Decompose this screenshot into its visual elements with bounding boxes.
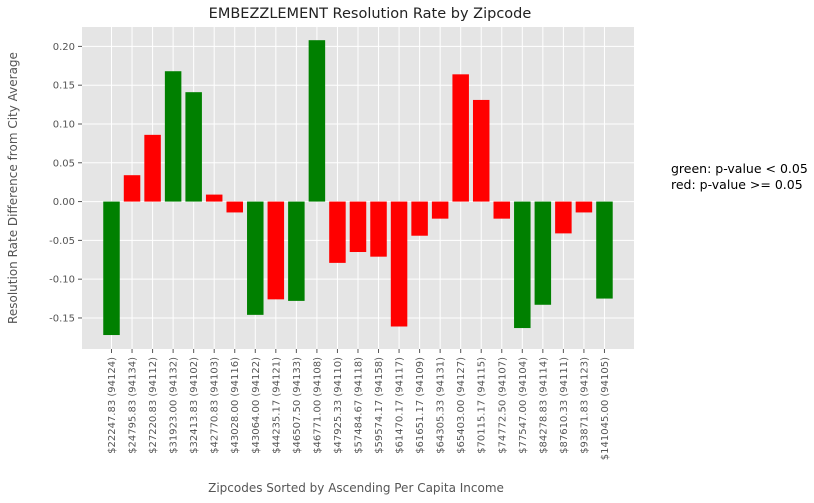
bar bbox=[555, 201, 572, 234]
bar bbox=[329, 201, 346, 263]
x-tick-label: $65403.00 (94127) bbox=[456, 357, 467, 454]
x-tick-label: $59574.17 (94158) bbox=[374, 357, 385, 454]
x-tick-label: $32413.83 (94102) bbox=[189, 357, 200, 454]
bar bbox=[596, 201, 613, 299]
bar bbox=[472, 99, 490, 202]
chart-title: EMBEZZLEMENT Resolution Rate by Zipcode bbox=[209, 6, 532, 22]
x-tick-label: $70115.17 (94115) bbox=[477, 357, 488, 454]
bar bbox=[370, 201, 387, 257]
bars bbox=[103, 40, 613, 336]
x-tick-label: $42770.83 (94103) bbox=[210, 357, 221, 454]
y-axis-ticks: 0.20 0.15 0.10 0.05 0.00 -0.05 -0.10 -0.15 bbox=[49, 42, 82, 324]
bar bbox=[123, 175, 141, 202]
y-tick-label: -0.15 bbox=[49, 313, 75, 324]
x-tick-label: $61470.17 (94117) bbox=[395, 357, 406, 454]
x-tick-label: $47925.33 (94110) bbox=[333, 357, 344, 454]
y-axis-label: Resolution Rate Difference from City Ave… bbox=[6, 52, 20, 324]
bar bbox=[205, 194, 223, 202]
x-tick-label: $84278.83 (94114) bbox=[538, 357, 549, 454]
x-tick-label: $87610.33 (94111) bbox=[559, 357, 570, 454]
y-tick-label: 0.15 bbox=[53, 81, 75, 92]
x-tick-label: $44235.17 (94121) bbox=[271, 357, 282, 454]
bar bbox=[390, 201, 408, 327]
x-tick-label: $141045.00 (94105) bbox=[600, 357, 611, 460]
legend-note-red: red: p-value >= 0.05 bbox=[671, 177, 803, 192]
x-tick-label: $22247.83 (94124) bbox=[107, 357, 118, 454]
legend-note-green: green: p-value < 0.05 bbox=[671, 161, 808, 176]
bar bbox=[349, 201, 367, 253]
bar bbox=[411, 201, 428, 236]
bar bbox=[267, 201, 285, 300]
bar bbox=[247, 201, 264, 315]
bar bbox=[514, 201, 531, 329]
x-tick-label: $61651.17 (94109) bbox=[415, 357, 426, 454]
bar bbox=[226, 201, 243, 213]
bar bbox=[144, 134, 161, 202]
y-tick-label: -0.10 bbox=[49, 275, 75, 286]
bar bbox=[164, 71, 182, 202]
x-tick-label: $64305.33 (94131) bbox=[436, 357, 447, 454]
x-tick-label: $74772.50 (94107) bbox=[497, 357, 508, 454]
bar bbox=[493, 201, 511, 219]
bar bbox=[575, 201, 593, 213]
y-tick-label: 0.00 bbox=[53, 197, 75, 208]
y-tick-label: 0.10 bbox=[53, 119, 75, 130]
x-tick-label: $46771.00 (94108) bbox=[312, 357, 323, 454]
bar bbox=[452, 74, 469, 202]
x-tick-label: $43028.00 (94116) bbox=[230, 357, 241, 454]
bar bbox=[308, 40, 326, 202]
x-tick-label: $27220.83 (94112) bbox=[148, 357, 159, 454]
bar bbox=[534, 201, 552, 305]
y-tick-label: 0.20 bbox=[53, 42, 75, 53]
bar bbox=[431, 201, 449, 219]
bar bbox=[288, 201, 305, 301]
x-tick-label: $93871.83 (94123) bbox=[579, 357, 590, 454]
x-axis-ticks: $22247.83 (94124) $24795.83 (94134) $27220… bbox=[107, 349, 611, 460]
x-tick-label: $57484.67 (94118) bbox=[353, 357, 364, 454]
x-tick-label: $77547.00 (94104) bbox=[518, 357, 529, 454]
x-tick-label: $31923.00 (94132) bbox=[169, 357, 180, 454]
bar bbox=[103, 201, 120, 336]
x-tick-label: $43064.00 (94122) bbox=[251, 357, 262, 454]
x-tick-label: $46507.50 (94133) bbox=[292, 357, 303, 454]
bar bbox=[185, 92, 202, 202]
x-tick-label: $24795.83 (94134) bbox=[128, 357, 139, 454]
x-axis-label: Zipcodes Sorted by Ascending Per Capita … bbox=[208, 481, 504, 495]
y-tick-label: -0.05 bbox=[49, 236, 75, 247]
y-tick-label: 0.05 bbox=[53, 158, 75, 169]
